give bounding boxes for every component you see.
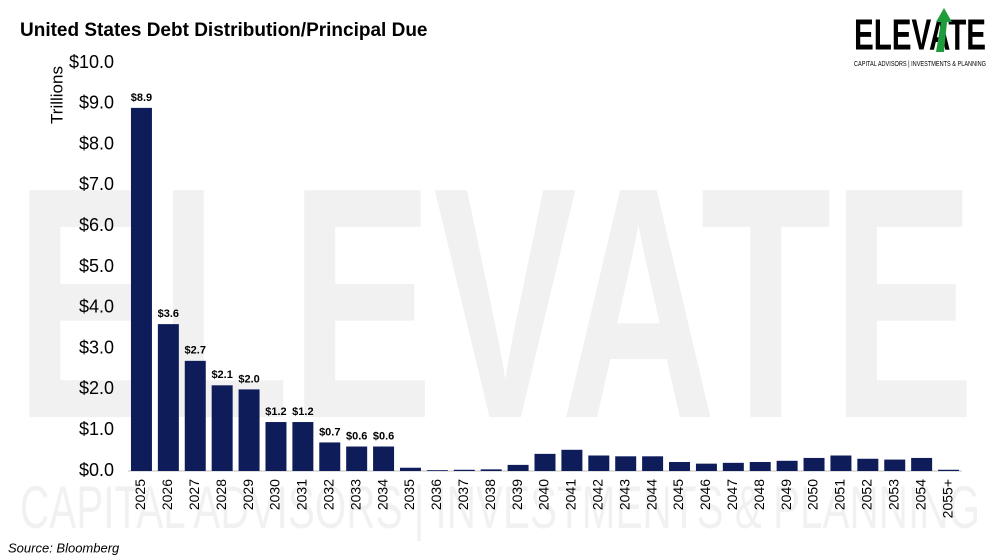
data-label: $2.7 xyxy=(185,345,206,357)
bar xyxy=(534,453,556,471)
data-label: $8.9 xyxy=(131,92,152,104)
bar xyxy=(669,462,691,471)
bar xyxy=(776,460,798,471)
bar xyxy=(211,385,233,471)
chart-title: United States Debt Distribution/Principa… xyxy=(20,20,428,41)
x-tick-label: 2030 xyxy=(267,479,283,510)
bar xyxy=(911,457,933,471)
bar xyxy=(130,107,152,471)
bar xyxy=(507,464,529,471)
x-tick-label: 2026 xyxy=(159,479,175,510)
y-tick-label: $8.0 xyxy=(79,133,114,153)
x-tick-label: 2044 xyxy=(643,479,659,510)
bar xyxy=(292,422,314,471)
y-tick-label: $10.0 xyxy=(69,52,114,72)
bar xyxy=(265,422,287,471)
bar xyxy=(884,459,906,471)
x-tick-label: 2029 xyxy=(240,479,256,510)
y-tick-label: $7.0 xyxy=(79,174,114,194)
x-tick-label: 2037 xyxy=(455,479,471,510)
bar xyxy=(399,467,421,471)
x-tick-label: 2028 xyxy=(213,479,229,510)
x-tick-label: 2048 xyxy=(751,479,767,510)
bar xyxy=(803,457,825,471)
data-label: $1.2 xyxy=(265,406,286,418)
bar xyxy=(588,455,610,471)
x-tick-label: 2050 xyxy=(805,479,821,510)
data-label: $0.6 xyxy=(373,430,394,442)
data-label: $2.0 xyxy=(238,373,259,385)
bar xyxy=(749,462,771,471)
bar xyxy=(830,455,852,471)
bar xyxy=(857,458,879,471)
x-tick-label: 2053 xyxy=(885,479,901,510)
x-tick-label: 2055+ xyxy=(939,479,955,518)
x-tick-label: 2035 xyxy=(401,479,417,510)
logo: ELEVATE CAPITAL ADVISORS | INVESTMENTS &… xyxy=(854,8,986,68)
x-tick-label: 2036 xyxy=(428,479,444,510)
logo-tagline: CAPITAL ADVISORS | INVESTMENTS & PLANNIN… xyxy=(854,59,986,68)
data-label: $1.2 xyxy=(292,406,313,418)
logo-arrow xyxy=(936,8,952,52)
x-tick-label: 2052 xyxy=(859,479,875,510)
data-label: $3.6 xyxy=(158,308,179,320)
logo-brand: ELEVATE xyxy=(854,11,986,60)
bar xyxy=(642,456,664,471)
y-tick-label: $4.0 xyxy=(79,297,114,317)
x-tick-label: 2049 xyxy=(778,479,794,510)
x-tick-label: 2025 xyxy=(132,479,148,510)
x-tick-label: 2033 xyxy=(347,479,363,510)
bar xyxy=(373,446,395,471)
bar xyxy=(184,360,206,471)
bar xyxy=(695,463,717,471)
bar xyxy=(346,446,368,471)
x-tick-label: 2045 xyxy=(670,479,686,510)
y-tick-label: $6.0 xyxy=(79,215,114,235)
watermark-tagline: CAPITAL ADVISORS | INVESTMENTS & PLANNIN… xyxy=(20,474,980,541)
x-tick-label: 2054 xyxy=(912,479,928,510)
bar xyxy=(561,449,583,471)
bar xyxy=(319,442,341,471)
data-label: $0.7 xyxy=(319,426,340,438)
y-tick-label: $0.0 xyxy=(79,460,114,480)
x-tick-label: 2041 xyxy=(563,479,579,510)
bar xyxy=(453,469,475,471)
bar xyxy=(722,462,744,471)
bar xyxy=(938,469,960,471)
x-tick-label: 2039 xyxy=(509,479,525,510)
bar xyxy=(615,456,637,471)
data-label: $2.1 xyxy=(211,369,232,381)
x-tick-label: 2043 xyxy=(616,479,632,510)
x-tick-label: 2047 xyxy=(724,479,740,510)
bar xyxy=(157,324,179,471)
x-tick-label: 2040 xyxy=(536,479,552,510)
data-label: $0.6 xyxy=(346,430,367,442)
x-tick-label: 2046 xyxy=(697,479,713,510)
x-tick-label: 2051 xyxy=(832,479,848,510)
bar xyxy=(480,469,502,471)
y-tick-label: $5.0 xyxy=(79,256,114,276)
source-note: Source: Bloomberg xyxy=(8,540,120,555)
y-tick-label: $1.0 xyxy=(79,419,114,439)
x-tick-label: 2027 xyxy=(186,479,202,510)
x-tick-label: 2038 xyxy=(482,479,498,510)
x-tick-label: 2042 xyxy=(590,479,606,510)
y-tick-label: $9.0 xyxy=(79,93,114,113)
x-tick-label: 2034 xyxy=(374,479,390,510)
y-tick-label: $2.0 xyxy=(79,378,114,398)
bar xyxy=(238,389,260,471)
x-tick-label: 2032 xyxy=(320,479,336,510)
x-tick-label: 2031 xyxy=(294,479,310,510)
y-tick-label: $3.0 xyxy=(79,337,114,357)
bar xyxy=(426,470,448,471)
y-axis-label: Trillions xyxy=(47,66,66,124)
